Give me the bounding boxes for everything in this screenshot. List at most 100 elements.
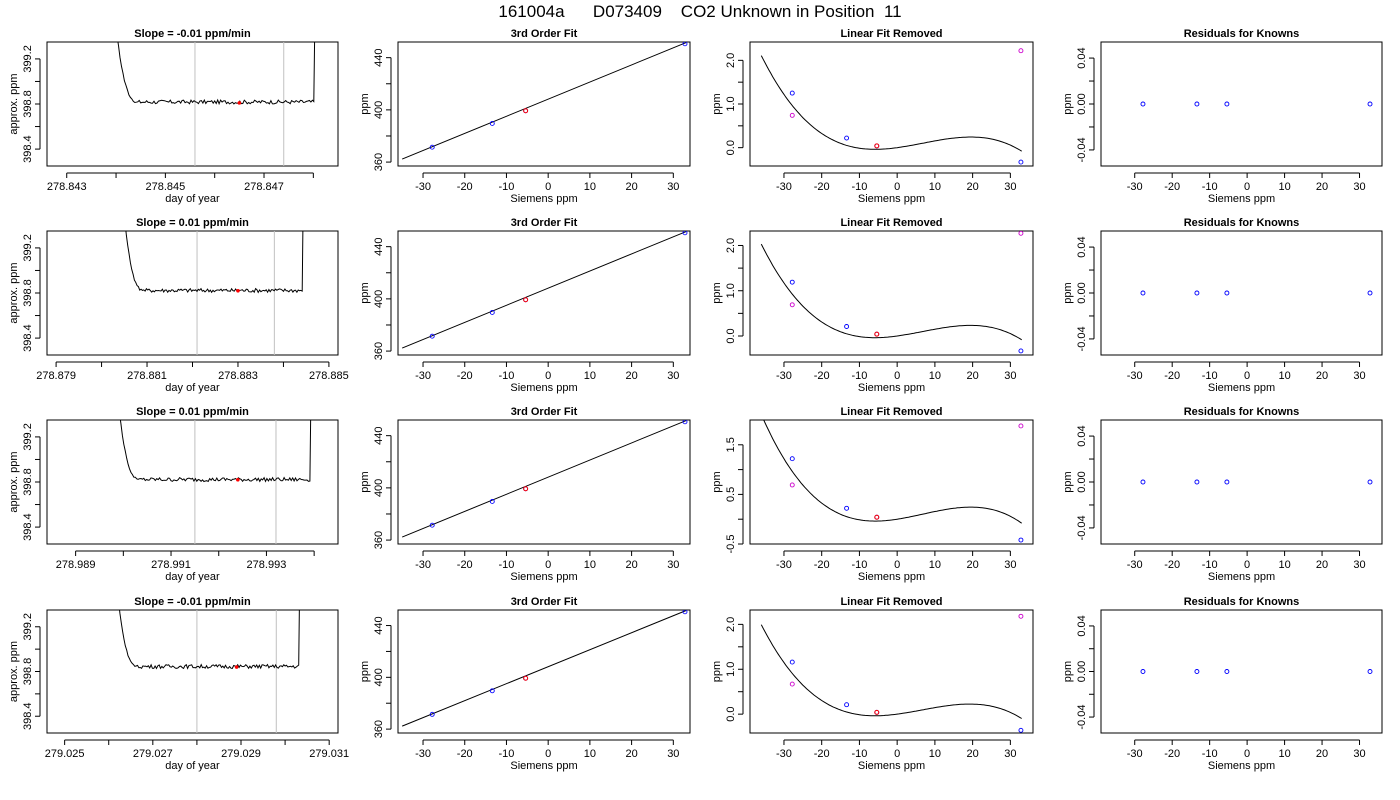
x-tick-label: -30 (415, 559, 431, 571)
plot-area (119, 610, 300, 733)
x-tick-label: 278.847 (244, 181, 284, 193)
x-tick-label: 0 (545, 559, 551, 571)
x-axis-label: Siemens ppm (510, 571, 577, 583)
x-tick-label: 278.845 (145, 181, 185, 193)
y-tick-label: 399.2 (22, 423, 34, 451)
x-tick-label: 0 (1244, 559, 1250, 571)
known-point (844, 135, 850, 141)
chart-title: Residuals for Knowns (1184, 217, 1300, 229)
y-tick-label: 2.0 (725, 238, 737, 253)
y-axis-label: ppm (1062, 93, 1074, 114)
y-tick-label: 0.04 (1076, 236, 1088, 257)
x-tick-label: 10 (929, 748, 941, 760)
trace-line (117, 42, 316, 106)
y-axis-label: ppm (711, 471, 723, 492)
chart-panel-1-3: Linear Fit Removed -30 -20 -10 0 10 20 30 0.0 1.0… (711, 28, 1034, 205)
y-tick-label: -0.04 (1076, 326, 1088, 351)
y-tick-label: 400 (373, 290, 385, 308)
x-axis-label: day of year (165, 382, 220, 394)
y-tick-label: 1.0 (725, 96, 737, 111)
x-tick-label: -10 (1202, 370, 1218, 382)
x-tick-label: -30 (1127, 559, 1143, 571)
x-tick-label: 20 (967, 370, 979, 382)
y-tick-label: 399.2 (22, 613, 34, 641)
x-tick-label: 20 (625, 748, 637, 760)
x-tick-label: 10 (584, 181, 596, 193)
unknown-marker (236, 477, 240, 482)
plot-area (401, 42, 688, 160)
x-tick-label: -30 (415, 748, 431, 760)
x-tick-label: -10 (499, 370, 515, 382)
x-tick-label: 278.879 (36, 370, 76, 382)
chart-title: Slope = -0.01 ppm/min (134, 28, 251, 40)
residual-point (1367, 290, 1373, 296)
y-tick-label: 440 (373, 426, 385, 444)
y-tick-label: 0.0 (725, 706, 737, 721)
y-tick-label: 0.00 (1076, 471, 1088, 492)
fit-line (401, 42, 687, 160)
x-axis-label: day of year (165, 193, 220, 205)
chart-panel-4-2: 3rd Order Fit -30 -20 -10 0 10 20 30 360 400 440 Si… (359, 596, 691, 772)
x-tick-label: 30 (1353, 748, 1365, 760)
known-point (844, 505, 850, 511)
plot-frame (397, 41, 691, 167)
x-tick-label: 10 (1278, 370, 1290, 382)
y-tick-label: 0.00 (1076, 661, 1088, 682)
y-axis-label: approx. ppm (8, 641, 20, 702)
x-tick-label: -10 (1202, 559, 1218, 571)
x-tick-label: 278.885 (309, 370, 349, 382)
plot-area (125, 231, 304, 355)
plot-frame (1100, 609, 1383, 734)
x-tick-label: -10 (851, 181, 867, 193)
residual-point (1194, 669, 1200, 674)
y-tick-label: 360 (373, 720, 385, 738)
chart-panel-4-4: Residuals for Knowns -30 -20 -10 0 10 20 30 -0.0… (1062, 596, 1383, 772)
unknown-point (523, 297, 529, 303)
y-axis-label: ppm (359, 661, 371, 682)
x-tick-label: -30 (415, 370, 431, 382)
y-tick-label: 1.0 (725, 662, 737, 677)
chart-panel-4-3: Linear Fit Removed -30 -20 -10 0 10 20 30 0.0 1.0… (711, 596, 1034, 772)
y-tick-label: 360 (373, 531, 385, 549)
chart-panel-2-4: Residuals for Knowns -30 -20 -10 0 10 20 30 -0.0… (1062, 217, 1383, 394)
chart-panel-2-1: Slope = 0.01 ppm/min 278.879 278.881 278.88… (8, 217, 349, 394)
x-tick-label: 0 (1244, 748, 1250, 760)
page-title: 161004a D073409 CO2 Unknown in Position … (498, 2, 902, 21)
x-tick-label: -20 (457, 370, 473, 382)
y-tick-label: 400 (373, 668, 385, 686)
x-tick-label: -10 (499, 559, 515, 571)
chart-title: 3rd Order Fit (511, 217, 578, 229)
y-tick-label: 0.0 (725, 328, 737, 343)
plot-area (401, 610, 688, 727)
unknown-point (874, 709, 880, 715)
residual-point (1367, 479, 1373, 485)
plot-area (1140, 669, 1373, 674)
y-tick-label: 398.4 (22, 324, 34, 352)
x-tick-label: 20 (625, 370, 637, 382)
raw-point (1018, 423, 1024, 429)
known-point (1018, 537, 1024, 543)
x-tick-label: 10 (929, 559, 941, 571)
y-tick-label: 398.4 (22, 513, 34, 541)
known-point (429, 333, 435, 339)
known-point (429, 144, 435, 150)
x-tick-label: -20 (814, 748, 830, 760)
x-tick-label: -30 (415, 181, 431, 193)
y-axis-label: ppm (359, 282, 371, 303)
x-axis-label: Siemens ppm (858, 571, 925, 583)
residual-point (1194, 479, 1200, 485)
raw-point (1018, 613, 1024, 619)
y-tick-label: 398.8 (22, 90, 34, 118)
x-tick-label: 0 (545, 370, 551, 382)
x-tick-label: 30 (1004, 748, 1016, 760)
x-tick-label: 10 (584, 370, 596, 382)
chart-title: Linear Fit Removed (840, 406, 942, 418)
x-tick-label: 20 (1316, 370, 1328, 382)
x-tick-label: 10 (1278, 748, 1290, 760)
x-tick-label: -20 (814, 181, 830, 193)
y-tick-label: 398.4 (22, 702, 34, 730)
y-tick-label: 0.04 (1076, 425, 1088, 446)
y-axis-label: approx. ppm (8, 262, 20, 323)
unknown-marker (234, 665, 239, 669)
